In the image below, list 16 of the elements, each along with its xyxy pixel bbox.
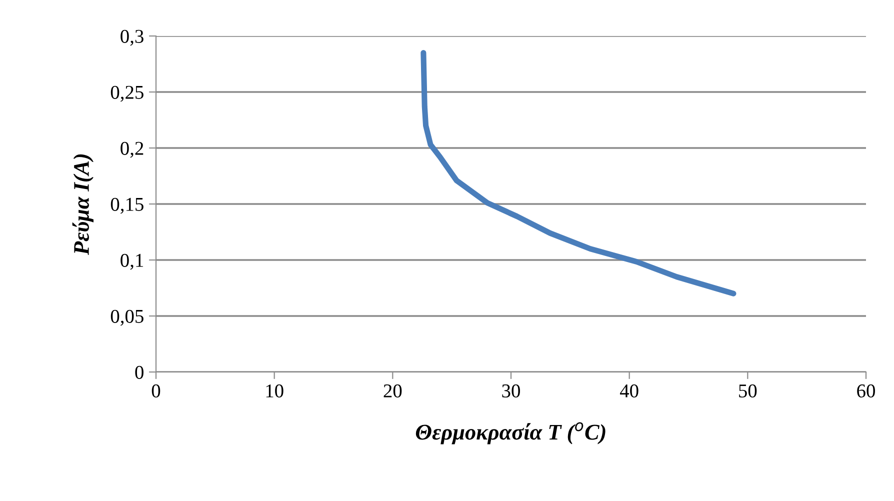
x-tick-label: 20 [384,384,402,398]
x-tick-label: 0 [152,384,160,398]
y-tick-label: 0,15 [110,198,144,214]
y-tick-label: 0,2 [120,142,144,158]
x-axis-title: Θερμοκρασία T ($^{o}$C) [416,422,606,444]
y-tick-label: 0 [135,366,144,379]
x-tick-label: 60 [857,384,875,398]
x-tick-label: 40 [620,384,638,398]
y-axis-title: Ρεύμα I(A) [72,154,94,256]
y-tick-label: 0,05 [110,310,144,326]
x-tick-label: 10 [266,384,284,398]
y-tick-label: 0,3 [120,30,144,46]
x-tick-label: 30 [502,384,520,398]
y-tick-label: 0,25 [110,86,144,102]
x-tick-label: 50 [739,384,757,398]
y-tick-label: 0,1 [120,254,144,270]
